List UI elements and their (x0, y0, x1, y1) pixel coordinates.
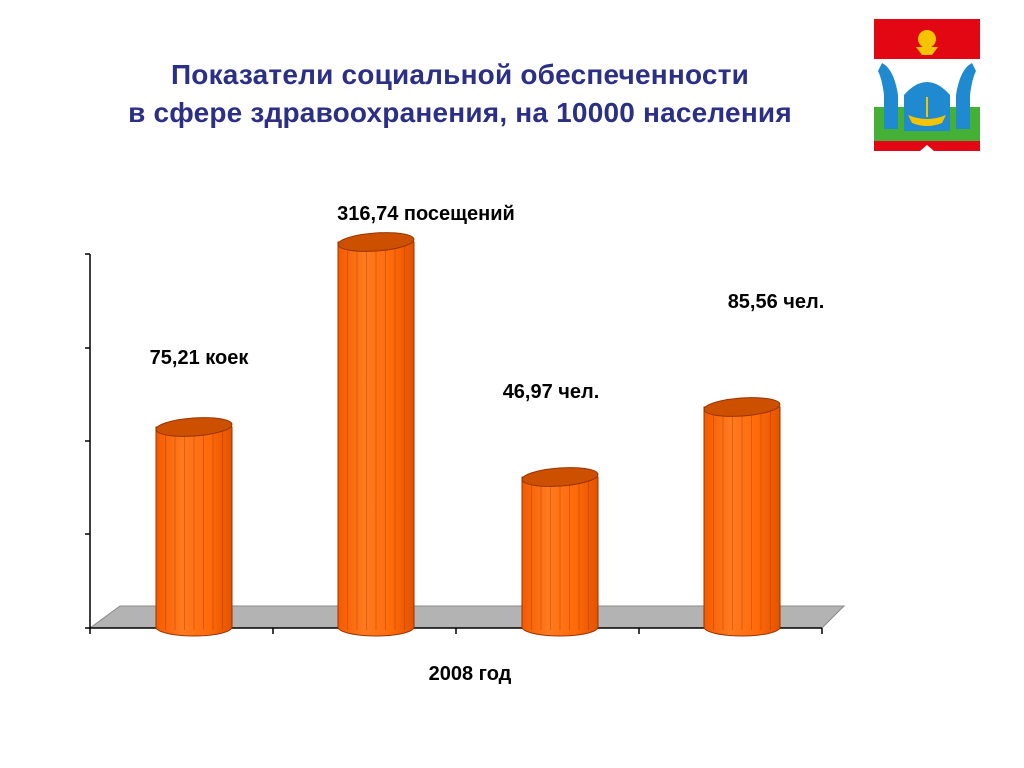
title-line-2: в сфере здравоохранения, на 10000 населе… (128, 97, 792, 128)
bars-group (155, 232, 781, 637)
x-axis-title: 2008 год (429, 663, 512, 685)
bar-label-4: 85,56 чел. (728, 291, 825, 313)
y-axis (85, 253, 91, 629)
title-line-1: Показатели социальной обеспеченности (170, 59, 750, 90)
bar-label-2: 316,74 посещений (337, 203, 515, 225)
bar-label-1: 75,21 коек (150, 347, 250, 369)
coat-of-arms-logo (874, 19, 980, 151)
page-title: Показатели социальной обеспеченности в с… (20, 56, 900, 132)
bar-3 (521, 467, 599, 637)
bar-2 (337, 232, 415, 637)
bar-labels: 75,21 коек 316,74 посещений 46,97 чел. 8… (150, 203, 825, 403)
bar-1 (155, 417, 233, 637)
bar-label-3: 46,97 чел. (503, 381, 600, 403)
bar-4 (703, 397, 781, 637)
